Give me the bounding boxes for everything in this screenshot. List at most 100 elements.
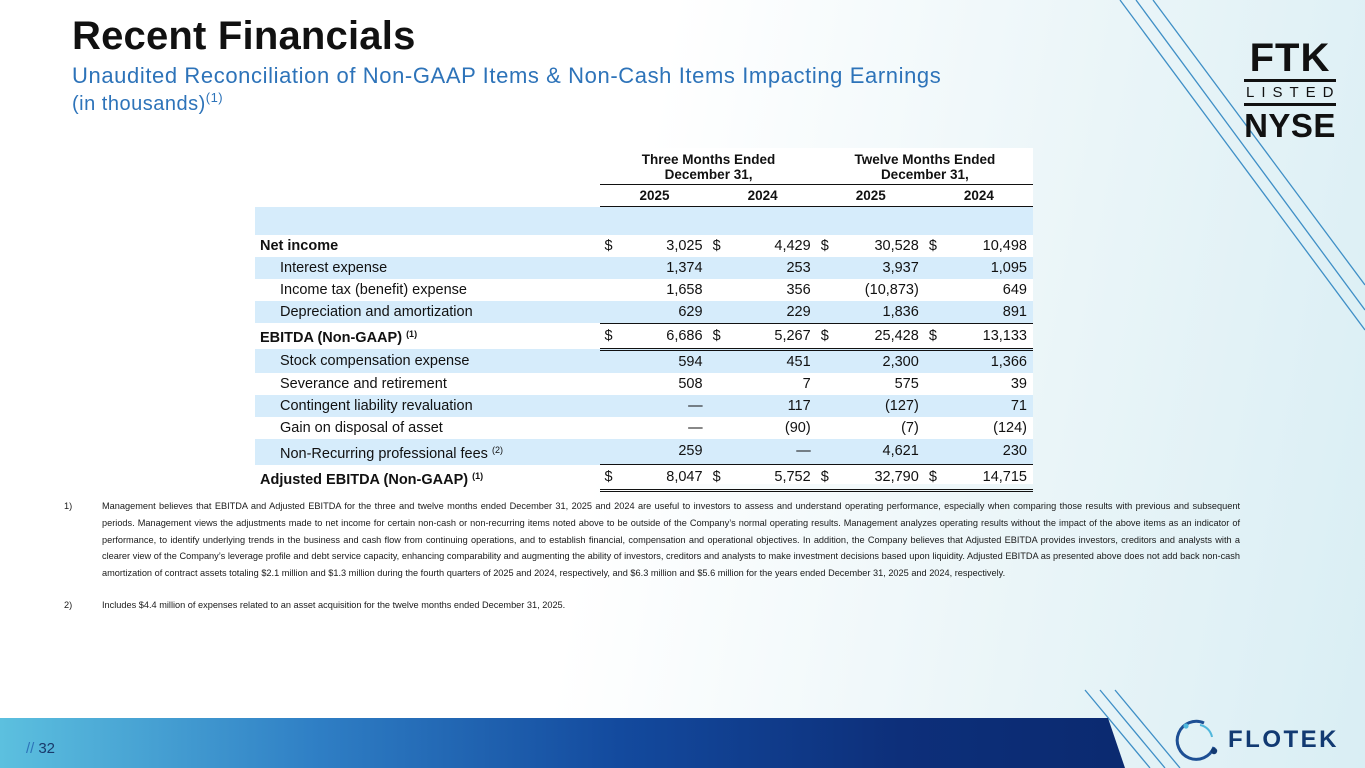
currency-cell	[816, 394, 837, 417]
currency-cell	[925, 279, 945, 301]
three-months-header: Three Months Ended December 31,	[600, 148, 817, 185]
value-cell: 6,686	[620, 322, 709, 351]
units-label: (in thousands)(1)	[72, 90, 223, 116]
value-cell: (7)	[901, 419, 919, 436]
currency-cell	[816, 349, 837, 373]
value-cell: 1,095	[944, 256, 1033, 279]
table-spacer	[255, 206, 1033, 235]
value-cell: 5,752	[728, 464, 817, 492]
flotek-logo: FLOTEK	[1174, 716, 1339, 764]
currency-cell	[600, 300, 621, 323]
currency-cell	[708, 349, 729, 373]
currency-cell: $	[600, 464, 621, 492]
row-label: EBITDA (Non-GAAP) (1)	[260, 329, 418, 346]
currency-cell: $	[816, 464, 837, 492]
value-cell: 356	[786, 281, 811, 298]
table-row: Interest expense 1,374 253 3,937 1,095	[255, 256, 1033, 279]
table-row: EBITDA (Non-GAAP) (1) $6,686 $5,267 $25,428…	[255, 322, 1033, 351]
currency-cell: $	[604, 237, 613, 254]
currency-cell	[924, 438, 945, 465]
currency-cell: $	[816, 322, 837, 351]
value-cell: 259	[620, 438, 709, 465]
footer-bar	[0, 718, 1125, 768]
currency-cell	[709, 373, 729, 395]
value-cell: 7	[802, 375, 811, 392]
value-cell: —	[728, 438, 817, 465]
currency-cell	[709, 279, 729, 301]
currency-cell: $	[924, 322, 945, 351]
currency-cell: $	[708, 464, 729, 492]
table-row: Severance and retirement 508 7 575 39	[255, 373, 1033, 395]
value-cell: 1,658	[666, 281, 703, 298]
table-row: Adjusted EBITDA (Non-GAAP) (1) $8,047 $5,7…	[255, 464, 1033, 492]
row-label: Depreciation and amortization	[255, 300, 601, 323]
value-cell: 30,528	[874, 237, 919, 254]
units-note: (1)	[205, 90, 224, 105]
listed-text: LISTED	[1246, 84, 1341, 101]
value-cell: 1,836	[836, 300, 925, 323]
value-cell: 891	[944, 300, 1033, 323]
footnote-text: Includes $4.4 million of expenses relate…	[102, 599, 566, 610]
currency-cell	[816, 300, 837, 323]
table-row: Gain on disposal of asset — (90) (7) (124)	[255, 417, 1033, 439]
table-row: Non-Recurring professional fees (2) 259 — 4…	[255, 438, 1033, 465]
row-label: Net income	[260, 237, 339, 254]
currency-cell: $	[820, 237, 829, 254]
value-cell: 10,498	[982, 237, 1027, 254]
page-title: Recent Financials	[72, 14, 416, 58]
currency-cell	[709, 417, 729, 439]
row-label: Gain on disposal of asset	[280, 419, 443, 436]
badge-divider	[1244, 103, 1336, 106]
value-cell: 1,366	[944, 349, 1033, 373]
value-cell: 32,790	[836, 464, 925, 492]
currency-cell	[600, 417, 620, 439]
currency-cell	[600, 438, 621, 465]
row-label: Interest expense	[255, 256, 601, 279]
value-cell: (127)	[836, 394, 925, 417]
row-label: Stock compensation expense	[255, 349, 601, 373]
currency-cell	[924, 300, 945, 323]
currency-cell	[708, 438, 729, 465]
value-cell: 2,300	[836, 349, 925, 373]
value-cell: 1,374	[620, 256, 709, 279]
currency-cell	[708, 256, 729, 279]
currency-cell	[924, 394, 945, 417]
value-cell: 8,047	[620, 464, 709, 492]
value-cell: —	[688, 419, 703, 436]
currency-cell	[600, 394, 621, 417]
row-label: Non-Recurring professional fees (2)	[255, 438, 601, 465]
row-label: Adjusted EBITDA (Non-GAAP) (1)	[260, 470, 484, 488]
slash-mark: //	[26, 740, 35, 757]
currency-cell: $	[928, 237, 937, 254]
empty-header	[255, 185, 600, 207]
footnote-text: Management believes that EBITDA and Adju…	[102, 501, 1240, 579]
value-cell: (90)	[784, 419, 811, 436]
footnote-1: 1) Management believes that EBITDA and A…	[64, 498, 1240, 582]
currency-cell	[708, 300, 729, 323]
value-cell: 508	[678, 375, 703, 392]
currency-cell: $	[708, 322, 729, 351]
table-row: Stock compensation expense 594 451 2,300 1,3…	[255, 349, 1033, 373]
value-cell: 71	[944, 394, 1033, 417]
value-cell: (10,873)	[864, 281, 919, 298]
currency-cell	[600, 279, 620, 301]
page-number-value: 32	[38, 740, 56, 757]
row-label: Severance and retirement	[280, 375, 447, 392]
table-row: Income tax (benefit) expense 1,658 356 (10,…	[255, 279, 1033, 301]
value-cell: 39	[1010, 375, 1027, 392]
year-header: 2024	[708, 184, 817, 207]
footnotes: 1) Management believes that EBITDA and A…	[64, 498, 1240, 629]
currency-cell	[924, 256, 945, 279]
currency-cell	[708, 394, 729, 417]
value-cell: 25,428	[836, 322, 925, 351]
table-row: Net income $3,025 $4,429 $30,528 $10,498	[255, 235, 1033, 257]
currency-cell: $	[600, 322, 621, 351]
value-cell: 3,937	[836, 256, 925, 279]
currency-cell	[817, 279, 837, 301]
currency-cell	[600, 256, 621, 279]
value-cell: 253	[728, 256, 817, 279]
currency-cell: $	[924, 464, 945, 492]
value-cell: 649	[1002, 281, 1027, 298]
nyse-listed-badge: FTK LISTED NYSE	[1240, 38, 1340, 144]
exchange-text: NYSE	[1244, 107, 1336, 144]
